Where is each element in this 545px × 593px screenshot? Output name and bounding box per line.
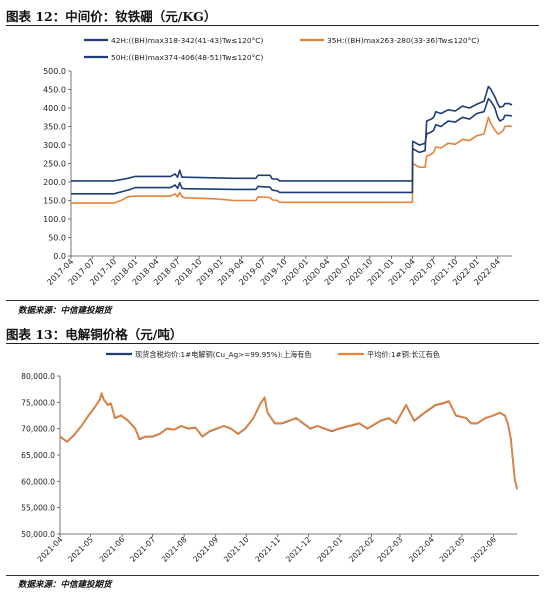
legend-label: 50H:((BH)max374-406(48-51)Tw≤120°C) — [111, 53, 263, 62]
series-line-2 — [59, 392, 518, 490]
legend-label: 35H:((BH)max263-280(33-36)Tw≤120°C) — [327, 36, 479, 45]
y-tick-label: 55,000.0 — [21, 504, 55, 513]
legend-label: 42H:((BH)max318-342(41-43)Tw≤120°C) — [111, 36, 263, 45]
y-tick-label: 50.0 — [48, 234, 66, 243]
y-tick-label: 75,000.0 — [21, 398, 55, 407]
data-source: 数据来源：中信建投期货 — [18, 580, 112, 590]
x-tick-label: 2021-08 — [160, 535, 189, 564]
y-tick-label: 500.0 — [43, 67, 66, 76]
x-tick-label: 2021-09 — [191, 535, 220, 564]
series-line-1 — [59, 392, 518, 490]
x-tick-label: 2021-12 — [284, 535, 313, 564]
x-tick-label: 2021-04 — [36, 535, 65, 564]
x-tick-label: 2021-10 — [222, 535, 251, 564]
y-tick-label: 65,000.0 — [21, 451, 55, 460]
data-source: 数据来源：中信建投期货 — [18, 306, 112, 316]
y-tick-label: 50,000.0 — [21, 530, 55, 539]
y-tick-label: 60,000.0 — [21, 477, 55, 486]
figure-title: 图表 12：中间价：钕铁硼（元/KG） — [6, 9, 217, 24]
series-line-2 — [71, 116, 513, 204]
x-tick-label: 2022-05 — [438, 535, 467, 564]
title-rule — [6, 343, 539, 344]
y-tick-label: 300.0 — [43, 141, 66, 150]
y-tick-label: 70,000.0 — [21, 425, 55, 434]
x-tick-label: 2021-05 — [66, 535, 95, 564]
source-rule — [6, 300, 539, 301]
title-rule — [6, 25, 539, 26]
x-tick-label: 2022-01 — [316, 535, 345, 564]
y-tick-label: 100.0 — [43, 215, 66, 224]
y-tick-label: 80,000.0 — [21, 372, 55, 381]
y-tick-label: 450.0 — [43, 86, 66, 95]
chart-copper: 50,000.0 55,000.0 60,000.0 65,000.0 70,000.0… — [21, 350, 518, 564]
x-tick-label: 2022-02 — [347, 535, 376, 564]
x-tick-label: 2022-04 — [407, 535, 436, 564]
x-tick-label: 2022-06 — [469, 535, 498, 564]
y-tick-label: 400.0 — [43, 104, 66, 113]
y-tick-label: 0.0 — [53, 252, 66, 261]
figure-title: 图表 13：电解铜价格（元/吨） — [6, 327, 183, 342]
y-tick-label: 150.0 — [43, 197, 66, 206]
legend-label: 现货含税均价:1#电解铜(Cu_Ag>=99.95%):上海有色 — [135, 350, 312, 359]
x-tick-label: 2021-07 — [128, 535, 157, 564]
y-tick-label: 200.0 — [43, 178, 66, 187]
x-tick-label: 2022-03 — [376, 535, 405, 564]
chart-ndfeb: 0.0 50.0 100.0 150.0 200.0 250.0 300.0 350.0 400… — [43, 36, 513, 287]
x-tick-label: 2021-06 — [98, 535, 127, 564]
y-tick-label: 350.0 — [43, 123, 66, 132]
legend-label: 平均价:1#铜:长江有色 — [367, 350, 440, 359]
source-rule — [6, 575, 539, 576]
series-line-3 — [71, 85, 513, 195]
y-tick-label: 250.0 — [43, 160, 66, 169]
x-tick-label: 2021-11 — [253, 535, 282, 564]
